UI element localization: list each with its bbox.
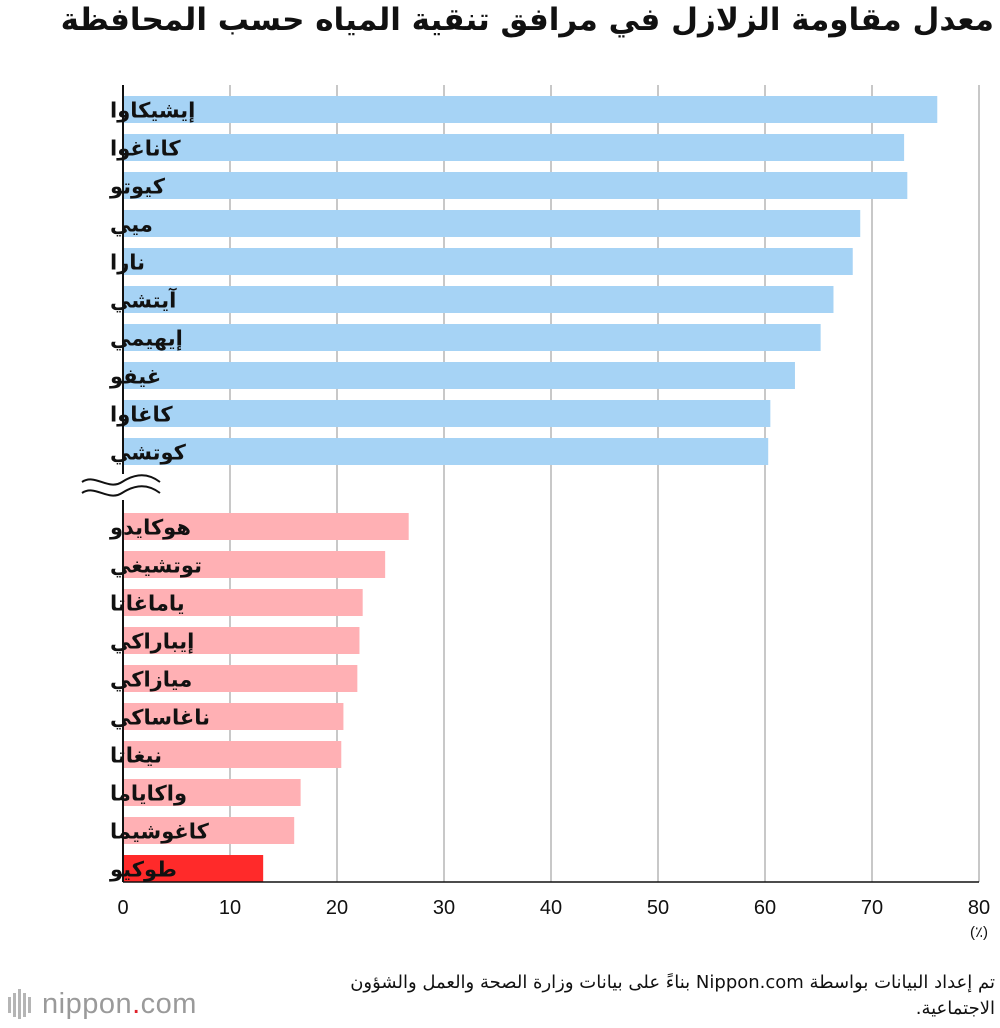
x-tick-label: 20 [326, 897, 348, 919]
x-tick-label: 40 [540, 897, 562, 919]
category-label: ياماغاتا [110, 592, 185, 616]
x-tick-label: 30 [433, 897, 455, 919]
bar [123, 703, 344, 730]
x-tick-label: 50 [647, 897, 669, 919]
grid-lines [229, 85, 980, 882]
category-label: غيفو [109, 365, 161, 389]
bar [123, 513, 409, 540]
bar [123, 362, 795, 389]
category-label: نارا [110, 251, 145, 275]
x-tick-label: 0 [117, 897, 128, 919]
bar [123, 210, 861, 237]
x-tick-label: 80 [968, 897, 990, 919]
category-label: إيشيكاوا [110, 99, 195, 123]
bar [123, 589, 363, 616]
bar [123, 286, 834, 313]
bar [123, 855, 264, 882]
bar [123, 172, 908, 199]
unit-label: (٪) [970, 924, 988, 941]
category-label: نيغاتا [110, 744, 162, 768]
bar [123, 438, 769, 465]
category-label: إيباراكي [110, 630, 194, 654]
bar [123, 400, 771, 427]
bar [123, 779, 301, 806]
bar [123, 96, 938, 123]
category-label: كاغاوا [110, 403, 173, 427]
bar [123, 817, 295, 844]
logo-name: nippon [42, 987, 133, 1020]
category-label: طوكيو [109, 858, 177, 882]
bar [123, 134, 905, 161]
x-tick-label: 10 [219, 897, 241, 919]
logo-text: nippon.com [42, 988, 197, 1021]
bar-chart: إيشيكاوا كاناغوا كيوتو ميي نارا آيتشي إيهيمي غي… [81, 85, 990, 941]
bars [123, 96, 938, 882]
category-label: هوكايدو [109, 516, 191, 540]
x-tick-label: 60 [754, 897, 776, 919]
bar [123, 551, 386, 578]
bar [123, 741, 342, 768]
category-label: واكاياما [110, 782, 187, 806]
logo-dot: . [132, 987, 141, 1020]
category-label: إيهيمي [110, 327, 183, 351]
category-label: كيوتو [109, 175, 166, 199]
category-label: آيتشي [110, 288, 177, 313]
axis-break-symbol [81, 474, 161, 486]
bar [123, 248, 853, 275]
nippon-logo[interactable]: nippon.com [6, 984, 197, 1024]
category-label: ناغاساكي [110, 706, 210, 730]
source-note: تم إعداد البيانات بواسطة Nippon.com بناء… [350, 972, 995, 1019]
x-tick-label: 70 [861, 897, 883, 919]
axes: 0 10 20 30 40 50 60 70 80 (٪) [81, 85, 990, 941]
axis-break-symbol [81, 485, 161, 497]
logo-suffix: com [140, 987, 197, 1020]
logo-mark-icon [8, 989, 31, 1019]
chart-title: معدل مقاومة الزلازل في مرافق تنقية الميا… [60, 2, 994, 38]
bar [123, 627, 360, 654]
category-label: توتشيغي [110, 554, 202, 578]
category-label: كاناغوا [110, 137, 181, 161]
category-label: كاغوشيما [110, 820, 210, 844]
category-label: ميي [110, 213, 153, 237]
bar [123, 324, 821, 351]
bar [123, 665, 358, 692]
category-label: كوتشي [110, 441, 187, 465]
